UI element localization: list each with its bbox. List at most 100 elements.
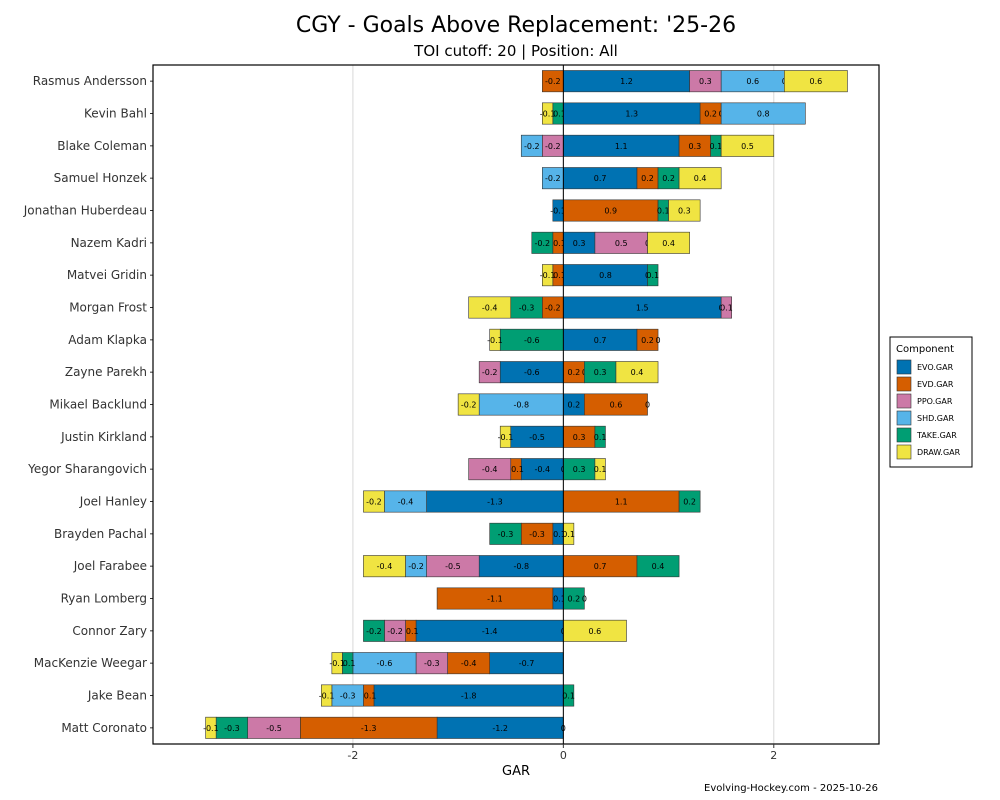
bar-value-label: -0.2 — [545, 142, 561, 151]
bar-value-label: -0.4 — [377, 562, 393, 571]
legend-title: Component — [896, 344, 954, 355]
bar-value-label: 0.2 — [568, 368, 581, 377]
player-row: -0.2 -0.2 1.1 0.3 0.1 0.5 — [520, 134, 775, 157]
player-row: -1.3 -0.4 -0.2 1.1 0.2 — [363, 490, 701, 513]
legend-swatch — [896, 359, 912, 375]
bar-value-label: -0.3 — [224, 724, 240, 733]
bar-segment — [531, 231, 554, 254]
bar-value-label: 0.6 — [746, 77, 759, 86]
bar-value-label: -1.3 — [361, 724, 377, 733]
bar-value-label: 0.7 — [594, 562, 607, 571]
bar-segment — [668, 199, 701, 222]
bar-value-label: -0.3 — [519, 304, 535, 313]
bar-value-label: 0.6 — [810, 77, 823, 86]
bar-value-label: 0.6 — [610, 401, 623, 410]
bar-value-label: 0.1 — [657, 207, 670, 216]
bar-value-label: -0.1 — [508, 465, 524, 474]
bar-value-label: 0.2 — [641, 174, 654, 183]
bar-value-label: -0.6 — [524, 368, 540, 377]
bar-value-label: -0.3 — [340, 692, 356, 701]
bar-value-label: -0.2 — [366, 498, 382, 507]
player-row: -0.2-0.3-0.41.500.1 — [468, 296, 733, 319]
bar-value-label: -0.1 — [550, 239, 566, 248]
x-tick-label: 0 — [560, 749, 567, 762]
bar-value-label: -0.2 — [545, 77, 561, 86]
bar-value-label: -0.1 — [340, 659, 356, 668]
player-row: -0.1 -0.3 -0.3 0.1 — [489, 522, 575, 545]
bar-value-label: -0.8 — [513, 562, 529, 571]
bar-segment — [594, 458, 606, 481]
bar-value-label: -0.2 — [461, 401, 477, 410]
bar-value-label: -0.2 — [545, 174, 561, 183]
bar-value-label: -0.1 — [550, 110, 566, 119]
bar-value-label: 0.3 — [678, 207, 691, 216]
bar-value-label: -0.1 — [550, 271, 566, 280]
y-tick-label: Yegor Sharangovich — [27, 462, 147, 476]
bar-value-label: 0.3 — [594, 368, 607, 377]
bar-value-label: 0.3 — [573, 433, 586, 442]
player-row: -1.2-1.3-0.5-0.3-0.10 — [203, 716, 566, 739]
bar-value-label: 0 — [655, 336, 660, 345]
bar-value-label: -0.8 — [513, 401, 529, 410]
bar-value-label: 0.3 — [689, 142, 702, 151]
bar-segment — [520, 134, 543, 157]
bar-value-label: 0.3 — [573, 465, 586, 474]
y-tick-label: Morgan Frost — [69, 301, 147, 315]
bar-value-label: -0.1 — [498, 433, 514, 442]
bar-segment — [363, 555, 406, 578]
bar-value-label: 0 — [582, 595, 587, 604]
bar-value-label: -1.1 — [487, 595, 503, 604]
bar-segment — [636, 555, 680, 578]
bar-value-label: 1.3 — [625, 110, 638, 119]
y-tick-label: Nazem Kadri — [71, 236, 147, 250]
bar-value-label: -0.2 — [534, 239, 550, 248]
bar-value-label: 1.2 — [620, 77, 633, 86]
bar-value-label: -0.6 — [377, 659, 393, 668]
bar-value-label: -0.1 — [403, 627, 419, 636]
legend-label: EVO.GAR — [917, 363, 954, 372]
bar-segment — [720, 102, 806, 125]
bar-value-label: -0.4 — [482, 465, 498, 474]
bar-value-label: 0.4 — [694, 174, 707, 183]
legend-label: TAKE.GAR — [916, 431, 957, 440]
player-row: -0.2 0.7 0.2 0.2 0.4 — [542, 167, 722, 190]
bar-value-label: -0.1 — [203, 724, 219, 733]
player-row: -0.6-0.20.200.30.4 — [478, 361, 659, 384]
legend-swatch — [896, 376, 912, 392]
caption: Evolving-Hockey.com - 2025-10-26 — [704, 783, 878, 794]
bar-value-label: -0.3 — [529, 530, 545, 539]
bar-segment — [678, 167, 722, 190]
bar-value-label: 0.2 — [662, 174, 675, 183]
bar-value-label: 0.3 — [699, 77, 712, 86]
legend-swatch — [896, 427, 912, 443]
bar-segment — [205, 716, 217, 739]
y-tick-label: Joel Farabee — [73, 559, 147, 573]
y-tick-label: Zayne Parekh — [65, 365, 147, 379]
bar-value-label: -0.2 — [387, 627, 403, 636]
legend-label: EVD.GAR — [917, 380, 954, 389]
bar-segment — [647, 264, 659, 287]
bar-value-label: -1.8 — [461, 692, 477, 701]
bar-value-label: -0.1 — [487, 336, 503, 345]
player-row: -0.1-0.11.30.200.8 — [540, 102, 806, 125]
bar-value-label: -0.1 — [361, 692, 377, 701]
bar-value-label: 0.2 — [641, 336, 654, 345]
y-tick-label: Blake Coleman — [57, 139, 147, 153]
bar-value-label: -1.2 — [492, 724, 508, 733]
y-tick-label: Kevin Bahl — [84, 107, 147, 121]
legend-label: DRAW.GAR — [917, 448, 961, 457]
bar-value-label: 0.5 — [741, 142, 754, 151]
bar-segment — [363, 490, 385, 513]
player-row: -0.1-0.10.800.1 — [540, 264, 659, 287]
player-row: -0.8 -0.2 0.2 0.6 0 — [457, 393, 650, 416]
bar-value-label: 1.1 — [615, 498, 628, 507]
legend-swatch — [896, 410, 912, 426]
bar-value-label: 0.1 — [720, 304, 733, 313]
bar-segment — [636, 328, 659, 351]
bar-value-label: -0.1 — [550, 595, 566, 604]
bar-value-label: -0.1 — [319, 692, 335, 701]
player-row: -1.8 -0.1 -0.3 -0.1 0.1 — [319, 684, 575, 707]
bar-segment — [489, 522, 522, 545]
bar-value-label: 0.1 — [594, 465, 607, 474]
